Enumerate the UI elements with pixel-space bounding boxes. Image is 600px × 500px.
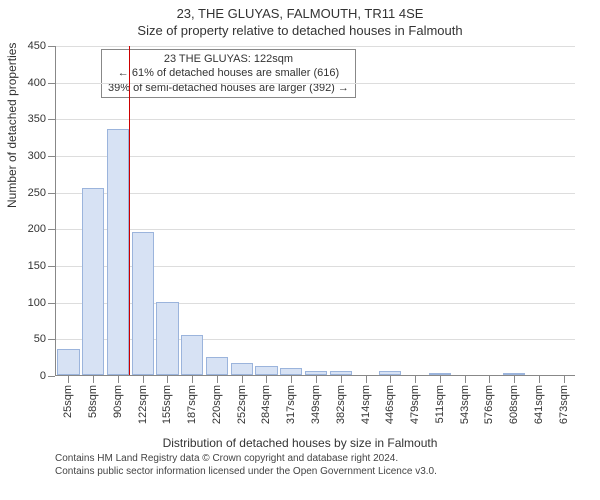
x-tick <box>415 376 416 383</box>
x-tick <box>489 376 490 383</box>
x-tick-label: 58sqm <box>87 385 99 418</box>
x-tick <box>217 376 218 383</box>
chart-container: Number of detached properties 23 THE GLU… <box>0 38 600 448</box>
footer-line-2: Contains public sector information licen… <box>55 465 594 478</box>
histogram-bar <box>57 349 79 375</box>
x-tick <box>118 376 119 383</box>
chart-titles: 23, THE GLUYAS, FALMOUTH, TR11 4SE Size … <box>0 0 600 38</box>
x-tick <box>167 376 168 383</box>
y-tick-label: 100 <box>28 297 46 309</box>
histogram-bar <box>181 335 203 375</box>
chart-title-main: 23, THE GLUYAS, FALMOUTH, TR11 4SE <box>0 6 600 21</box>
y-tick <box>48 193 55 194</box>
histogram-bar <box>206 357 228 375</box>
plot-area: 23 THE GLUYAS: 122sqm← 61% of detached h… <box>55 46 575 376</box>
x-tick <box>242 376 243 383</box>
x-tick <box>266 376 267 383</box>
histogram-bar <box>255 366 277 375</box>
histogram-bar <box>132 232 154 375</box>
x-tick-label: 90sqm <box>112 385 124 418</box>
histogram-bar <box>82 188 104 375</box>
histogram-bar <box>330 371 352 375</box>
x-tick <box>390 376 391 383</box>
x-tick-label: 122sqm <box>137 385 149 424</box>
histogram-bar <box>305 371 327 375</box>
x-tick-label: 576sqm <box>483 385 495 424</box>
y-tick <box>48 266 55 267</box>
x-tick-label: 479sqm <box>409 385 421 424</box>
x-tick-label: 317sqm <box>285 385 297 424</box>
x-tick-label: 220sqm <box>211 385 223 424</box>
x-tick-label: 543sqm <box>459 385 471 424</box>
x-tick <box>192 376 193 383</box>
gridline <box>56 229 575 230</box>
gridline <box>56 119 575 120</box>
x-tick <box>291 376 292 383</box>
y-tick <box>48 119 55 120</box>
x-tick-label: 511sqm <box>434 385 446 423</box>
x-tick <box>440 376 441 383</box>
histogram-bar <box>429 373 451 375</box>
y-tick <box>48 303 55 304</box>
x-tick-label: 187sqm <box>186 385 198 424</box>
x-tick-label: 446sqm <box>384 385 396 424</box>
x-tick <box>366 376 367 383</box>
gridline <box>56 83 575 84</box>
y-tick <box>48 83 55 84</box>
x-tick <box>143 376 144 383</box>
y-tick-label: 200 <box>28 223 46 235</box>
histogram-bar <box>156 302 178 375</box>
y-tick-label: 300 <box>28 150 46 162</box>
footer-line-1: Contains HM Land Registry data © Crown c… <box>55 452 594 465</box>
histogram-bar <box>503 373 525 375</box>
annotation-line: ← 61% of detached houses are smaller (61… <box>108 66 349 80</box>
x-tick-label: 284sqm <box>260 385 272 424</box>
y-tick <box>48 339 55 340</box>
y-tick-label: 250 <box>28 187 46 199</box>
y-tick <box>48 376 55 377</box>
x-tick <box>93 376 94 383</box>
x-tick <box>539 376 540 383</box>
histogram-bar <box>280 368 302 375</box>
x-tick-label: 25sqm <box>62 385 74 418</box>
gridline <box>56 46 575 47</box>
x-tick-label: 414sqm <box>360 385 372 424</box>
gridline <box>56 193 575 194</box>
annotation-line: 23 THE GLUYAS: 122sqm <box>108 52 349 66</box>
y-tick <box>48 229 55 230</box>
histogram-bar <box>379 371 401 375</box>
x-tick-label: 349sqm <box>310 385 322 424</box>
y-tick <box>48 46 55 47</box>
x-tick-label: 252sqm <box>236 385 248 424</box>
y-tick-label: 450 <box>28 40 46 52</box>
footer-attribution: Contains HM Land Registry data © Crown c… <box>0 448 600 478</box>
x-tick-label: 382sqm <box>335 385 347 424</box>
y-tick-label: 150 <box>28 260 46 272</box>
marker-line <box>129 46 130 375</box>
x-tick <box>341 376 342 383</box>
y-tick-label: 350 <box>28 113 46 125</box>
annotation-box: 23 THE GLUYAS: 122sqm← 61% of detached h… <box>101 49 356 98</box>
x-axis-label: Distribution of detached houses by size … <box>163 436 438 450</box>
x-tick-label: 673sqm <box>558 385 570 424</box>
x-tick <box>316 376 317 383</box>
x-tick <box>68 376 69 383</box>
x-tick-label: 155sqm <box>161 385 173 424</box>
chart-title-sub: Size of property relative to detached ho… <box>0 23 600 38</box>
y-tick-label: 50 <box>34 333 46 345</box>
y-tick-label: 400 <box>28 77 46 89</box>
gridline <box>56 156 575 157</box>
y-tick-label: 0 <box>40 370 46 382</box>
x-tick-label: 641sqm <box>533 385 545 424</box>
x-tick <box>564 376 565 383</box>
x-tick-label: 608sqm <box>508 385 520 424</box>
histogram-bar <box>107 129 129 375</box>
x-tick <box>465 376 466 383</box>
x-tick <box>514 376 515 383</box>
histogram-bar <box>231 363 253 375</box>
y-tick <box>48 156 55 157</box>
y-axis-label: Number of detached properties <box>5 43 19 208</box>
